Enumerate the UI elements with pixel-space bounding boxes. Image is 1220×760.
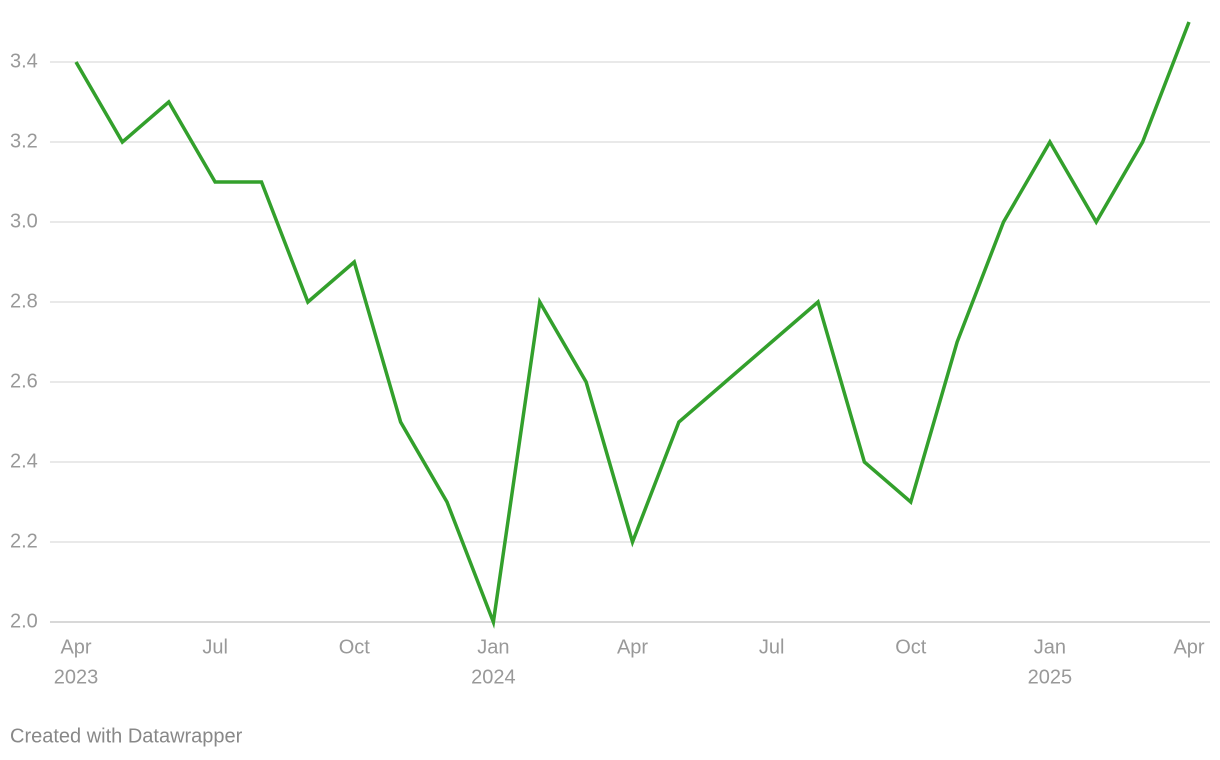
x-tick-label: Apr [60,636,91,658]
y-tick-label: 2.2 [10,530,38,552]
y-tick-label: 2.4 [10,450,38,472]
x-tick-label: Oct [895,636,927,658]
y-tick-label: 3.0 [10,210,38,232]
x-tick-label: 2025 [1028,666,1073,688]
x-tick-label: Jan [477,636,509,658]
x-tick-label: 2024 [471,666,516,688]
footer: Created with Datawrapper [10,725,243,747]
data-line [74,21,1191,629]
x-tick-label: Jul [202,636,228,658]
y-tick-label: 3.2 [10,130,38,152]
x-tick-label: Oct [339,636,371,658]
x-tick-label: Apr [1173,636,1204,658]
y-tick-label: 2.8 [10,290,38,312]
y-tick-label: 2.0 [10,610,38,632]
x-tick-label: Apr [617,636,648,658]
x-tick-label: 2023 [54,666,99,688]
y-tick-label: 2.6 [10,370,38,392]
x-tick-label: Jul [759,636,785,658]
y-tick-label: 3.4 [10,50,38,72]
x-tick-label: Jan [1034,636,1066,658]
